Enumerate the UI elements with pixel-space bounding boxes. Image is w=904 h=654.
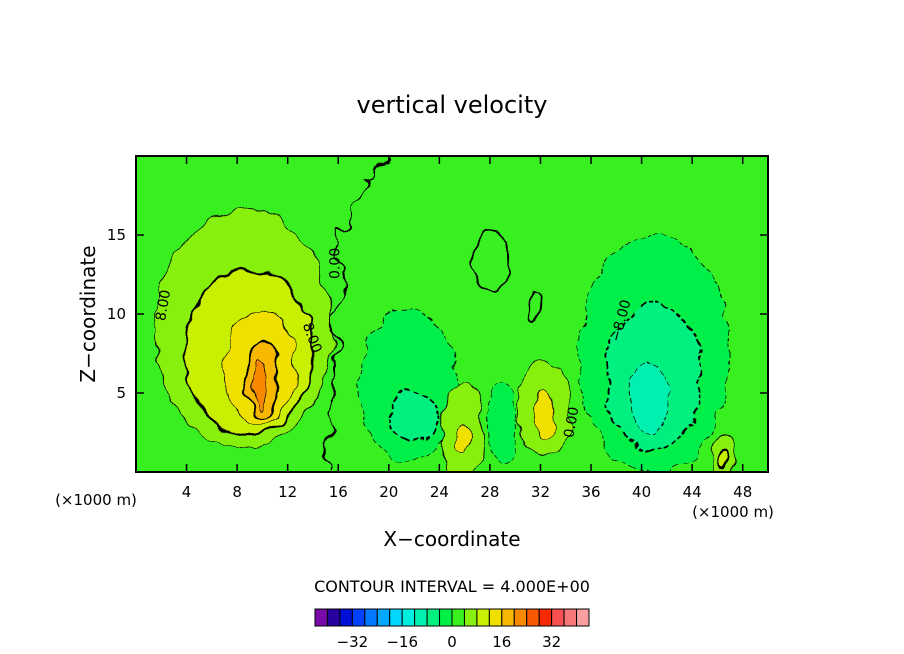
colorbar-swatch-5 — [376, 608, 391, 627]
colorbar-swatch-17 — [526, 608, 540, 627]
y-tick-label-0: 5 — [116, 384, 126, 402]
x-unit-right: (×1000 m) — [692, 503, 774, 521]
x-tick-label-5: 24 — [430, 483, 449, 501]
x-tick-label-6: 28 — [480, 483, 499, 501]
contour-label-0: 8.00 — [153, 289, 174, 322]
colorbar-swatch-12 — [463, 608, 478, 627]
colorbar-tick-label-2: 0 — [447, 633, 457, 651]
x-tick-label-10: 44 — [683, 483, 702, 501]
colorbar: −32 −16 0 16 32 — [314, 608, 590, 651]
x-tick-label-3: 16 — [329, 483, 348, 501]
colorbar-tick-label-1: −16 — [386, 633, 418, 651]
colorbar-swatch-11 — [451, 608, 465, 627]
colorbar-swatch-16 — [513, 608, 528, 627]
colorbar-swatch-10 — [439, 608, 453, 627]
plot-area: 8.008.000.00−8.000.00 — [136, 156, 768, 472]
colorbar-tick-label-0: −32 — [337, 633, 369, 651]
x-tick-label-8: 36 — [581, 483, 600, 501]
colorbar-swatch-6 — [389, 608, 403, 627]
colorbar-swatch-15 — [501, 608, 515, 627]
x-tick-label-9: 40 — [632, 483, 651, 501]
colorbar-swatch-19 — [551, 608, 565, 627]
y-tick-label-2: 15 — [107, 226, 126, 244]
contour-region-17 — [471, 226, 509, 292]
x-tick-label-4: 20 — [379, 483, 398, 501]
colorbar-swatch-13 — [476, 608, 490, 627]
colorbar-swatch-4 — [364, 608, 378, 627]
y-axis-label: Z−coordinate — [76, 245, 100, 382]
colorbar-tick-label-4: 32 — [542, 633, 561, 651]
y-tick-label-1: 10 — [107, 305, 126, 323]
contour-region-4 — [253, 359, 267, 408]
colorbar-swatch-9 — [426, 608, 441, 627]
colorbar-swatch-14 — [488, 608, 503, 627]
x-tick-label-0: 4 — [182, 483, 192, 501]
colorbar-swatch-21 — [576, 608, 590, 627]
colorbar-swatch-2 — [339, 608, 353, 627]
x-tick-label-7: 32 — [531, 483, 550, 501]
colorbar-swatch-3 — [351, 608, 366, 627]
colorbar-swatch-7 — [401, 608, 416, 627]
zero-contour-line — [327, 156, 390, 472]
contour-region-18 — [525, 289, 543, 323]
colorbar-swatch-8 — [414, 608, 428, 627]
contour-region-11 — [533, 389, 555, 438]
contour-label-2: 0.00 — [328, 248, 344, 279]
colorbar-swatch-0 — [314, 608, 328, 627]
colorbar-tick-label-3: 16 — [492, 633, 511, 651]
contour-region-14 — [629, 361, 669, 438]
colorbar-swatch-18 — [538, 608, 553, 627]
x-tick-label-2: 12 — [278, 483, 297, 501]
x-tick-label-11: 48 — [733, 483, 752, 501]
contour-label-4: 0.00 — [561, 406, 582, 439]
colorbar-swatch-20 — [563, 608, 578, 627]
colorbar-swatch-1 — [326, 608, 341, 627]
x-unit-left: (×1000 m) — [55, 491, 137, 509]
x-tick-label-1: 8 — [232, 483, 242, 501]
contour-region-16 — [717, 447, 730, 466]
contour-region-6 — [387, 390, 441, 443]
chart-title: vertical velocity — [357, 91, 548, 119]
x-axis-label: X−coordinate — [383, 527, 520, 551]
contour-region-8 — [454, 422, 471, 452]
contour-interval-text: CONTOUR INTERVAL = 4.000E+00 — [314, 577, 590, 596]
contour-region-9 — [486, 383, 519, 467]
